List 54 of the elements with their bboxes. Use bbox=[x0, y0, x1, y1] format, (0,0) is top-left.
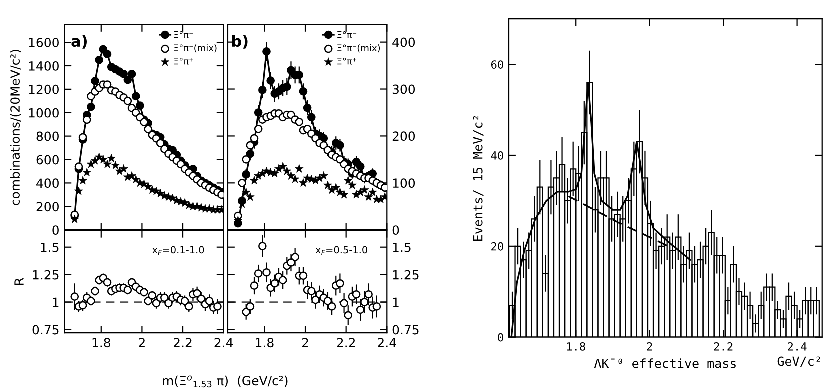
x-tick-label: 2.2 bbox=[174, 338, 192, 348]
x-tick-label: 1.8 bbox=[256, 338, 274, 348]
y-tick-label: 200 bbox=[392, 132, 416, 142]
x-axis-title: m(Ξ$^{o}$$_{1.53}$ π) (GeV/c²) bbox=[163, 376, 288, 388]
x-tick-label: 2.4 bbox=[214, 338, 234, 348]
y-tick-label: 1.5 bbox=[41, 242, 59, 252]
y-tick-label: 0 bbox=[392, 226, 400, 236]
legend-label: Ξ°π⁻(mix) bbox=[174, 44, 217, 53]
x-tick-label: 2.4 bbox=[378, 338, 396, 348]
y-tick-label: 0 bbox=[498, 333, 504, 342]
x-tick-label: 2.4 bbox=[788, 342, 807, 351]
legend-label: Ξ°π⁻ bbox=[338, 31, 357, 38]
y-tick-label: 1.5 bbox=[393, 242, 411, 252]
y-tick-label: 0 bbox=[52, 226, 59, 236]
y-tick-label: 1200 bbox=[29, 84, 59, 94]
legend-label: Ξ°π⁺ bbox=[174, 58, 194, 65]
legend-label: Ξ°π⁻(mix) bbox=[338, 44, 380, 53]
x-tick-label: 2 bbox=[302, 338, 308, 348]
y-tick-label: 800 bbox=[36, 132, 59, 142]
x-tick-label: 2 bbox=[139, 338, 145, 348]
annotation: x$_{F}$=0.1-1.0 bbox=[152, 246, 204, 256]
text: GeV/c² bbox=[778, 356, 820, 368]
y-tick-label: 600 bbox=[36, 155, 59, 165]
y-axis-title: combinations/(20MeV/c²) bbox=[10, 50, 22, 206]
y-tick-label: 400 bbox=[392, 38, 416, 48]
x-tick-label: 1.8 bbox=[92, 338, 110, 348]
y-tick-label: 0.75 bbox=[392, 325, 419, 335]
y-tick-label: 0.75 bbox=[32, 325, 59, 335]
y-tick-label: 20 bbox=[492, 242, 504, 251]
y-tick-label: 400 bbox=[36, 178, 59, 188]
x-axis-title: ΛK̄⁰ effective mass bbox=[594, 358, 736, 368]
y-tick-label: 40 bbox=[491, 152, 504, 160]
y-tick-label: 60 bbox=[491, 60, 504, 69]
y-tick-label: 1 bbox=[393, 298, 399, 308]
x-tick-label: 2.2 bbox=[714, 342, 733, 351]
annotation: a) bbox=[72, 35, 88, 49]
y-tick-label: 1400 bbox=[29, 61, 59, 71]
annotation: b) bbox=[232, 35, 248, 49]
y-tick-label: 1000 bbox=[29, 108, 59, 118]
x-tick-label: 2.2 bbox=[337, 338, 356, 348]
x-tick-label: 1.8 bbox=[567, 342, 586, 351]
legend-label: Ξ°π⁺ bbox=[338, 58, 357, 65]
y-tick-label: 1 bbox=[53, 298, 59, 308]
y-axis-title: R bbox=[14, 278, 24, 286]
y-tick-label: 300 bbox=[392, 84, 416, 94]
annotation: x$_{F}$=0.5-1.0 bbox=[316, 246, 368, 256]
y-axis-title: Events/ 15 MeV/c² bbox=[473, 116, 484, 241]
y-tick-label: 1600 bbox=[29, 38, 59, 48]
x-tick-label: 2 bbox=[647, 342, 652, 351]
y-tick-label: 1.25 bbox=[33, 270, 59, 280]
y-tick-label: 100 bbox=[393, 178, 416, 188]
y-tick-label: 200 bbox=[36, 202, 59, 212]
y-tick-label: 1.25 bbox=[393, 270, 419, 280]
legend-label: Ξ°π⁻ bbox=[174, 31, 194, 38]
